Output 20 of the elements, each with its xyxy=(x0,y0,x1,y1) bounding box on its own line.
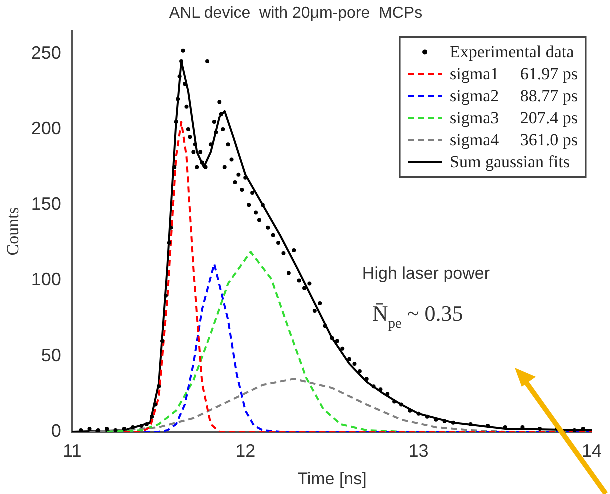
y-tick-label: 150 xyxy=(31,194,62,214)
x-tick-label: 14 xyxy=(582,440,602,461)
legend-label: Experimental data xyxy=(450,42,575,62)
x-axis-title: Time [ns] xyxy=(298,469,367,488)
y-tick-label: 0 xyxy=(51,420,62,441)
annotation: High laser power xyxy=(362,264,490,284)
x-tick-label: 13 xyxy=(408,440,429,461)
chart-title: ANL device with 20μm-pore MCPs xyxy=(169,5,423,22)
legend-label: sigma2 88.77 ps xyxy=(450,86,578,106)
y-tick-label: 100 xyxy=(31,270,62,290)
y-axis-title: Counts xyxy=(4,208,23,256)
legend-label: sigma1 61.97 ps xyxy=(450,64,578,84)
y-tick-label: 250 xyxy=(31,42,62,63)
x-tick-label: 12 xyxy=(236,440,256,461)
legend-label: sigma3 207.4 ps xyxy=(450,108,578,128)
legend-label: Sum gaussian fits xyxy=(450,152,570,172)
legend-label: sigma4 361.0 ps xyxy=(450,130,578,150)
y-tick-label: 200 xyxy=(31,118,62,138)
y-tick-label: 50 xyxy=(41,345,62,366)
x-tick-label: 11 xyxy=(63,440,82,461)
